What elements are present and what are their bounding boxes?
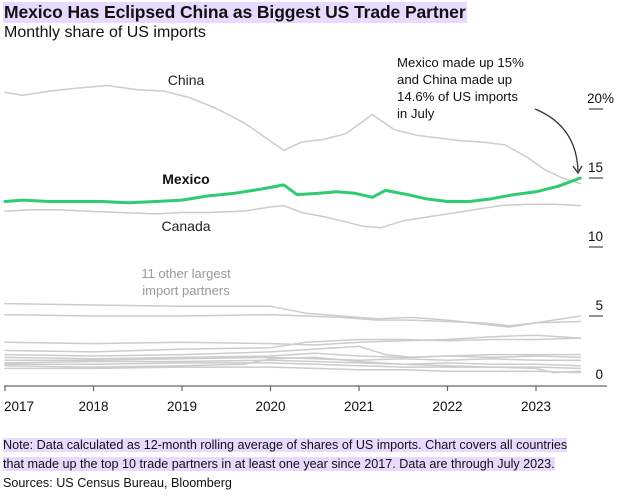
y-tick-label: 10	[588, 229, 603, 244]
x-tick-label: 2021	[344, 399, 374, 414]
mexico-label: Mexico	[162, 171, 209, 187]
footnote-line2: that made up the top 10 trade partners i…	[3, 457, 555, 471]
callout-line1: Mexico made up 15%	[397, 55, 524, 70]
x-tick-label: 2023	[521, 399, 551, 414]
series-line-other-partner-10	[4, 356, 582, 374]
series-line-other-partner-3	[4, 334, 582, 346]
china-label: China	[168, 72, 205, 88]
x-tick-label: 2017	[4, 399, 34, 414]
sources: Sources: US Census Bureau, Bloomberg	[3, 476, 232, 490]
y-tick-label: 20%	[587, 91, 614, 106]
callout-arrow	[534, 108, 579, 172]
x-tick-label: 2020	[255, 399, 285, 414]
callout-line4: in July	[397, 106, 435, 121]
x-tick-label: 2022	[432, 399, 462, 414]
series-line-other-partner-2	[4, 313, 582, 327]
chart-title: Mexico Has Eclipsed China as Biggest US …	[3, 2, 467, 23]
callout-line3: 14.6% of US imports	[397, 89, 518, 104]
chart-subtitle: Monthly share of US imports	[4, 24, 206, 41]
y-tick-label: 5	[595, 298, 603, 313]
series-line-china	[4, 84, 582, 185]
line-chart: 2017 2018 2019 2020 2021 2022 2023 0 5 10 15 20% C…	[3, 55, 614, 414]
callout-arrowhead	[572, 165, 583, 175]
series-line-other-partner-11	[4, 366, 582, 374]
series-line-other-partner-4	[4, 337, 582, 353]
others-label-line1: 11 other largest	[141, 266, 231, 281]
series-line-other-partner-1	[4, 302, 582, 328]
series-line-other-partner-6	[4, 352, 582, 360]
y-tick-label: 15	[588, 160, 603, 175]
series-line-canada	[4, 203, 582, 229]
canada-label: Canada	[161, 218, 210, 234]
series-line-mexico	[3, 176, 582, 205]
others-label-line2: import partners	[142, 283, 230, 298]
footnote: Note: Data calculated as 12-month rollin…	[3, 436, 623, 474]
series-line-other-partner-7	[4, 356, 582, 361]
footnote-line1: Note: Data calculated as 12-month rollin…	[3, 438, 568, 452]
y-tick-label: 0	[595, 367, 603, 382]
series-line-other-partner-8	[4, 359, 582, 367]
callout-line2: and China made up	[397, 72, 512, 87]
x-tick-label: 2018	[78, 399, 108, 414]
y-axis-ticks: 0 5 10 15 20%	[587, 91, 614, 382]
series-lines	[3, 84, 582, 374]
series-line-other-partner-5	[4, 345, 582, 359]
x-tick-label: 2019	[167, 399, 197, 414]
x-axis-ticks: 2017 2018 2019 2020 2021 2022 2023	[4, 386, 551, 414]
